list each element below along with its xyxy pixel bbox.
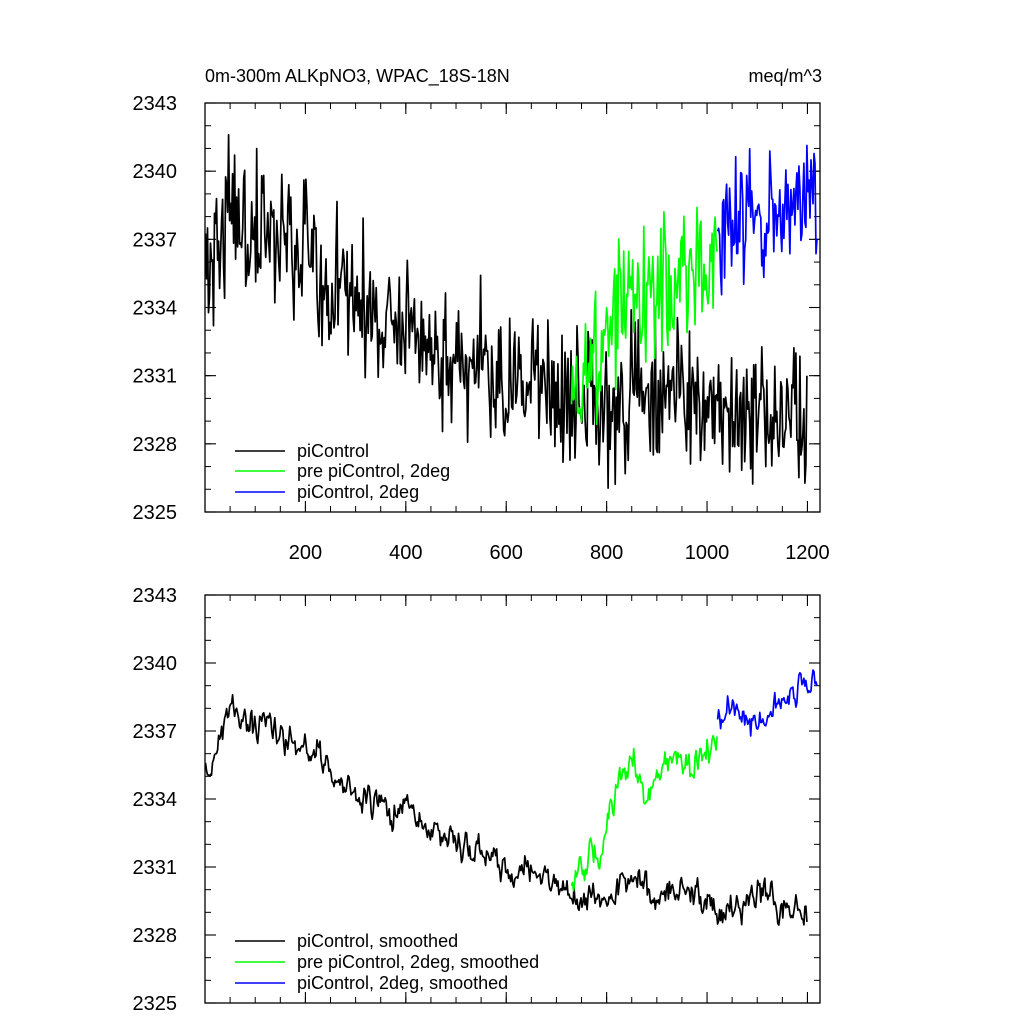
- y-tick-label: 2325: [133, 502, 178, 524]
- legend-top: piControl pre piControl, 2deg piControl,…: [235, 441, 450, 502]
- legend-label: piControl, 2deg: [297, 482, 419, 502]
- x-tick-label: 400: [389, 542, 422, 564]
- axes-bottom: 2325 2328 2331 2334 2337 2340 2343: [133, 585, 821, 1015]
- y-tick-label: 2328: [133, 925, 178, 947]
- y-tick-label: 2331: [133, 857, 178, 879]
- panel-bottom: 2325 2328 2331 2334 2337 2340 2343 piControl, …: [133, 585, 821, 1015]
- x-tick-label: 200: [289, 542, 322, 564]
- y-tick-label: 2328: [133, 434, 178, 456]
- chart-units: meq/m^3: [749, 66, 822, 86]
- plot-lines-bottom: [204, 669, 818, 926]
- legend-label: pre piControl, 2deg: [297, 461, 450, 481]
- x-tick-label: 800: [590, 542, 623, 564]
- axes-top: 2325 2328 2331 2334 2337 2340 2343 200 400 600 800…: [133, 93, 830, 564]
- series-line: [204, 694, 808, 926]
- legend-label: piControl: [297, 441, 369, 461]
- y-tick-label: 2334: [133, 298, 178, 320]
- y-tick-label: 2325: [133, 993, 178, 1015]
- y-tick-label: 2337: [133, 721, 178, 743]
- series-line: [570, 734, 718, 892]
- x-tick-label: 600: [490, 542, 523, 564]
- plot-lines-top: [204, 134, 818, 489]
- y-tick-label: 2343: [133, 585, 178, 607]
- series-line: [204, 134, 808, 489]
- legend-label: pre piControl, 2deg, smoothed: [297, 952, 539, 972]
- y-tick-label: 2331: [133, 366, 178, 388]
- legend-bottom: piControl, smoothed pre piControl, 2deg,…: [235, 931, 539, 993]
- legend-label: piControl, 2deg, smoothed: [297, 973, 508, 993]
- legend-label: piControl, smoothed: [297, 931, 458, 951]
- y-tick-label: 2343: [133, 93, 178, 115]
- y-tick-label: 2340: [133, 161, 178, 183]
- series-line: [570, 206, 718, 426]
- y-tick-label: 2337: [133, 229, 178, 251]
- x-tick-label: 1000: [685, 542, 730, 564]
- y-tick-label: 2340: [133, 653, 178, 675]
- x-tick-label: 1200: [785, 542, 830, 564]
- series-line: [716, 144, 818, 296]
- panel-top: 0m-300m ALKpNO3, WPAC_18S-18N meq/m^3 23…: [133, 66, 830, 564]
- y-tick-label: 2334: [133, 789, 178, 811]
- series-line: [716, 669, 818, 737]
- chart-title: 0m-300m ALKpNO3, WPAC_18S-18N: [205, 66, 510, 87]
